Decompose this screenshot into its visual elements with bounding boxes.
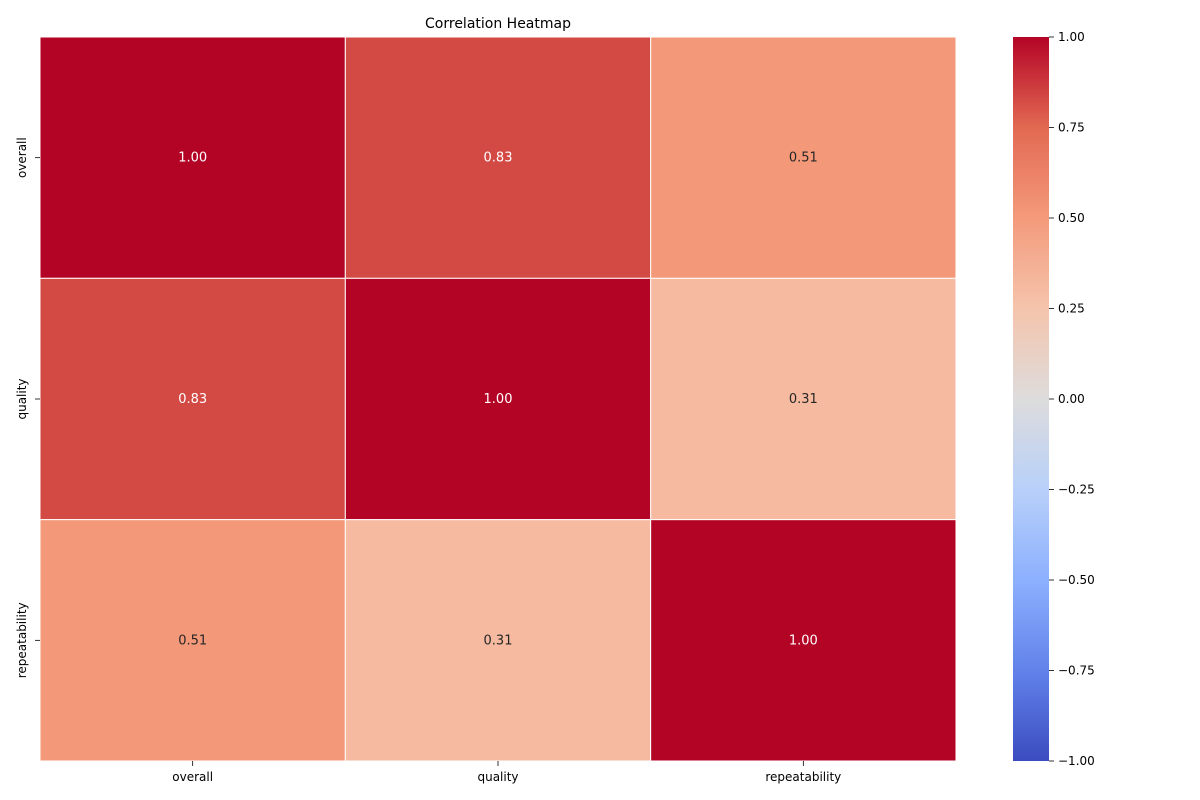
heatmap-annotations: 1.00 0.83 0.51 0.83 1.00 0.31 0.51 0.31 1.00	[178, 151, 818, 649]
cell-annotation: 0.83	[178, 392, 207, 407]
cell-annotation: 1.00	[178, 151, 207, 166]
heatmap-cell	[650, 36, 957, 279]
y-axis: overall quality repeatability	[15, 137, 40, 678]
x-tick-label: repeatability	[765, 770, 841, 784]
chart-title: Correlation Heatmap	[425, 16, 571, 32]
heatmap-cells	[39, 36, 957, 762]
colorbar-tick-label: 0.75	[1058, 121, 1085, 135]
colorbar-tick-label: 0.00	[1058, 392, 1085, 406]
colorbar-tick-label: −0.50	[1058, 573, 1095, 587]
cell-annotation: 1.00	[484, 392, 513, 407]
y-tick-label: quality	[15, 378, 29, 419]
colorbar-tick-label: 1.00	[1058, 30, 1085, 44]
colorbar-gradient	[1013, 37, 1049, 761]
x-tick-label: quality	[477, 770, 518, 784]
cell-annotation: 1.00	[789, 633, 818, 648]
colorbar: 1.00 0.75 0.50 0.25 0.00 −0.25 −0.50 −0.75 −1.00	[1013, 30, 1095, 768]
heatmap-cell	[39, 519, 346, 762]
heatmap-cell	[39, 36, 346, 279]
cell-annotation: 0.31	[789, 392, 818, 407]
colorbar-tick-label: −0.25	[1058, 483, 1095, 497]
colorbar-tick-label: 0.25	[1058, 302, 1085, 316]
cell-annotation: 0.51	[789, 151, 818, 166]
x-tick-label: overall	[172, 770, 213, 784]
y-tick-label: overall	[15, 137, 29, 178]
heatmap-cell	[39, 277, 346, 521]
heatmap-cell	[344, 519, 652, 762]
colorbar-tick-label: −0.75	[1058, 664, 1095, 678]
colorbar-tick-label: 0.50	[1058, 211, 1085, 225]
x-axis: overall quality repeatability	[172, 761, 841, 784]
heatmap-cell	[344, 277, 652, 521]
heatmap-cell	[650, 277, 957, 521]
heatmap-cell	[344, 36, 652, 279]
y-tick-label: repeatability	[15, 602, 29, 678]
cell-annotation: 0.51	[178, 633, 207, 648]
cell-annotation: 0.83	[484, 151, 513, 166]
colorbar-tick-label: −1.00	[1058, 754, 1095, 768]
cell-annotation: 0.31	[484, 633, 513, 648]
